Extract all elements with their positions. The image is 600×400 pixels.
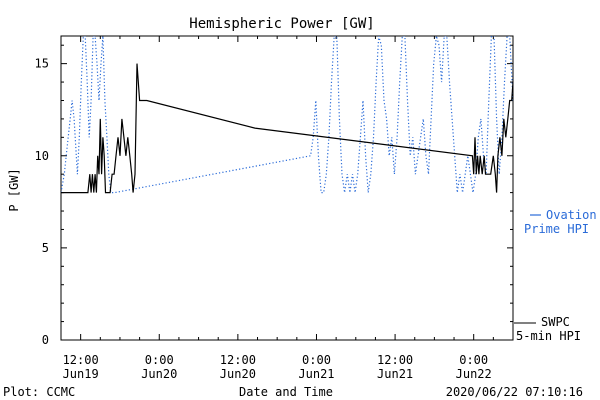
x-tick-label-time: 12:00: [63, 353, 99, 367]
x-tick-label-date: Jun20: [141, 367, 177, 381]
y-tick-label: 15: [35, 57, 49, 71]
y-tick-label: 5: [42, 241, 49, 255]
y-tick-label: 0: [42, 333, 49, 347]
plot-frame: [60, 35, 514, 341]
x-tick-label-date: Jun21: [298, 367, 334, 381]
legend-swpc-label-line1: SWPC: [541, 315, 570, 329]
chart-title: Hemispheric Power [GW]: [189, 16, 374, 32]
legend-ovation-label-line2: Prime HPI: [524, 222, 589, 236]
footer-source: Plot: CCMC: [3, 385, 75, 399]
ovation-prime-series-line: [61, 36, 513, 194]
y-axis: 0 5 10 15: [35, 44, 513, 347]
x-tick-label-time: 12:00: [377, 353, 413, 367]
footer-timestamp: 2020/06/22 07:10:16: [446, 385, 583, 399]
y-axis-label: P [GW]: [7, 168, 21, 211]
legend-ovation-label-line1: Ovation: [546, 208, 597, 222]
x-tick-label-time: 12:00: [220, 353, 256, 367]
legend-swpc: SWPC 5-min HPI: [514, 315, 581, 343]
x-tick-label-date: Jun21: [377, 367, 413, 381]
x-tick-label-time: 0:00: [302, 353, 331, 367]
swpc-series-line: [61, 63, 513, 194]
x-tick-label-time: 0:00: [145, 353, 174, 367]
x-axis-label: Date and Time: [239, 385, 333, 399]
x-axis: 12:00Jun190:00Jun2012:00Jun200:00Jun2112…: [63, 36, 514, 381]
x-tick-label-time: 0:00: [459, 353, 488, 367]
y-tick-label: 10: [35, 149, 49, 163]
x-tick-label-date: Jun22: [456, 367, 492, 381]
legend-ovation: Ovation Prime HPI: [524, 208, 597, 236]
legend-swpc-label-line2: 5-min HPI: [516, 329, 581, 343]
x-tick-label-date: Jun19: [63, 367, 99, 381]
x-tick-label-date: Jun20: [220, 367, 256, 381]
